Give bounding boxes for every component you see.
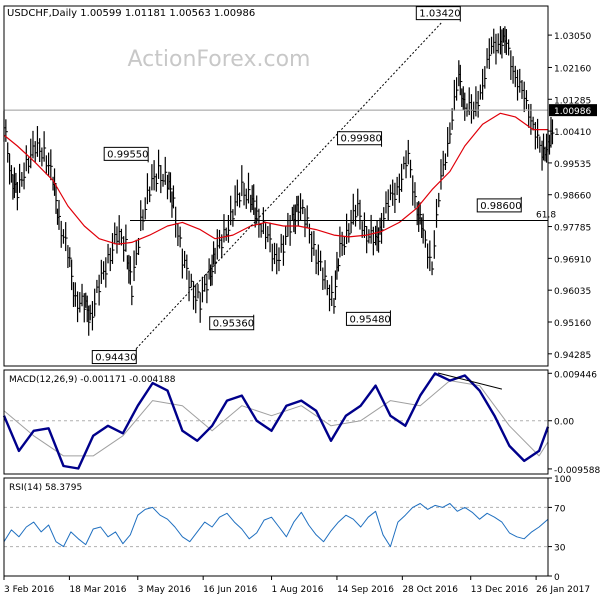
annotation-label: 0.98600 xyxy=(480,201,521,212)
annotation-box xyxy=(415,6,461,21)
price-tick-label: 0.99535 xyxy=(554,160,591,170)
fibonacci-level-label: 61.8 xyxy=(536,211,556,221)
price-tick-label: 0.97785 xyxy=(554,224,591,234)
annotation-box xyxy=(209,316,255,331)
price-tick-label: 0.96035 xyxy=(554,287,591,297)
x-tick-label: 16 Jun 2016 xyxy=(203,585,257,595)
x-tick-label: 28 Oct 2016 xyxy=(402,585,458,595)
annotation-label: 0.99550 xyxy=(107,149,148,160)
price-panel: 61.8 1.03420 0.99550 0.99980 0.98600 0.95360 0… xyxy=(3,6,556,365)
macd-tick-label: -0.009588 xyxy=(554,466,600,476)
x-tick-label: 1 Aug 2016 xyxy=(272,585,324,595)
annotation-label: 0.94430 xyxy=(95,353,136,364)
price-tick-label: 1.00410 xyxy=(554,128,591,138)
price-tick-label: 0.96910 xyxy=(554,255,591,265)
macd-line xyxy=(2,372,550,470)
trend-line xyxy=(135,21,443,349)
annotation-label: 0.99980 xyxy=(341,134,382,145)
annotation-box xyxy=(337,131,383,146)
price-tick-label: 1.02160 xyxy=(554,64,591,74)
rsi-tick-label: 100 xyxy=(554,475,571,485)
current-price-label: 1.00986 xyxy=(554,107,591,117)
rsi-title: RSI(14) 58.3795 xyxy=(9,483,82,493)
x-tick-label: 3 May 2016 xyxy=(138,585,191,595)
rsi-panel-frame xyxy=(3,477,549,577)
annotation-box xyxy=(91,350,137,365)
macd-panel-frame xyxy=(3,369,549,475)
macd-title: MACD(12,26,9) -0.001171 -0.004188 xyxy=(9,375,176,385)
rsi-panel: RSI(14) 58.3795 xyxy=(3,483,549,548)
price-tick-label: 0.94285 xyxy=(554,351,591,361)
annotation-label: 1.03420 xyxy=(419,9,460,20)
rsi-tick-label: 70 xyxy=(554,504,566,514)
chart-header: USDCHF,Daily 1.00599 1.01181 1.00563 1.0… xyxy=(7,8,255,19)
current-price-box xyxy=(549,104,597,117)
annotation-box xyxy=(103,146,149,161)
macd-tick-label: 0.009446 xyxy=(554,370,597,380)
x-tick-label: 14 Sep 2016 xyxy=(337,585,394,595)
x-tick-label: 18 Mar 2016 xyxy=(69,585,126,595)
watermark: ActionForex.com xyxy=(128,47,311,72)
axes: 1.03050 1.02160 1.01285 1.00410 0.99535 0.986… xyxy=(3,5,600,595)
price-panel-frame xyxy=(3,5,549,367)
rsi-tick-label: 30 xyxy=(554,544,566,554)
x-tick-label: 3 Feb 2016 xyxy=(4,585,55,595)
rsi-line xyxy=(3,503,549,548)
annotation-box xyxy=(476,198,522,213)
rsi-tick-label: 0 xyxy=(554,573,560,583)
macd-tick-label: 0.00 xyxy=(554,418,574,428)
price-tick-label: 1.01285 xyxy=(554,96,591,106)
annotation-label: 0.95360 xyxy=(213,319,254,330)
moving-average-line xyxy=(3,112,548,245)
annotation-label: 0.95480 xyxy=(349,314,390,325)
macd-panel: MACD(12,26,9) -0.001171 -0.004188 xyxy=(2,372,550,470)
x-tick-label: 26 Jan 2017 xyxy=(536,585,590,595)
price-tick-label: 0.98660 xyxy=(554,192,591,202)
price-tick-label: 1.03050 xyxy=(554,32,591,42)
grid-lines xyxy=(4,420,548,548)
x-tick-label: 13 Dec 2016 xyxy=(471,585,529,595)
price-tick-label: 0.95160 xyxy=(554,319,591,329)
annotation-box xyxy=(345,311,391,326)
macd-divergence-line xyxy=(437,372,503,390)
